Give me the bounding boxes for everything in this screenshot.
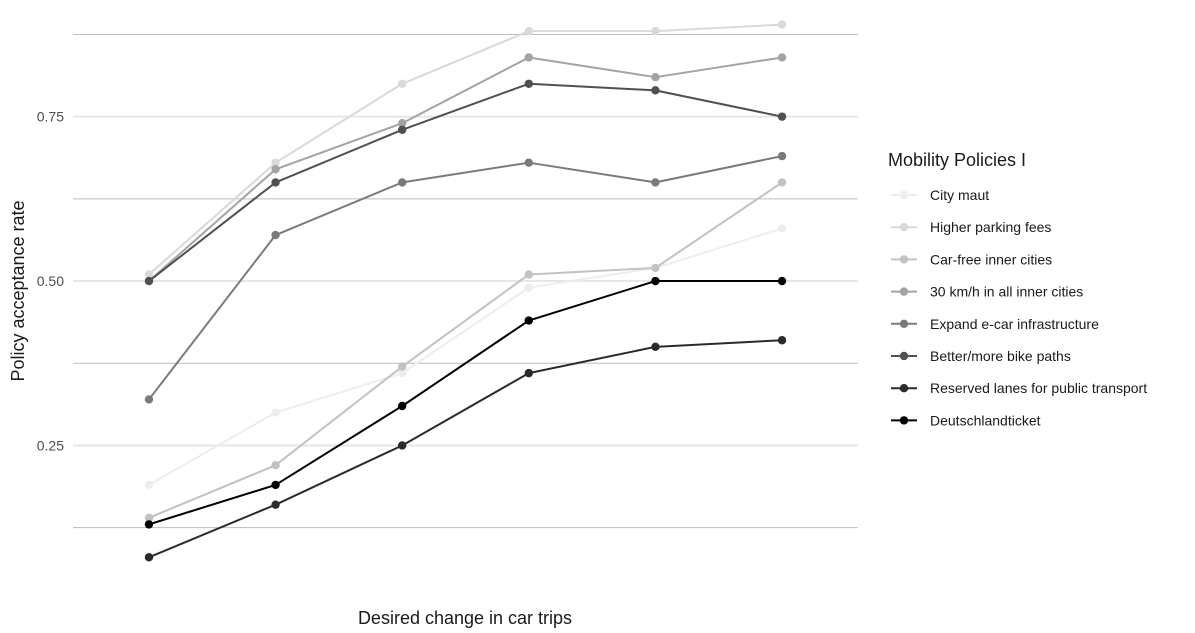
data-point [271, 158, 280, 167]
data-point [524, 270, 534, 279]
legend-label: Car-free inner cities [930, 251, 1052, 267]
data-point [651, 342, 660, 352]
legend-item: Reserved lanes for public transport [891, 380, 1147, 396]
data-point [144, 513, 154, 523]
data-point [524, 79, 534, 88]
legend-item: City maut [891, 187, 989, 203]
legend-key-point [899, 190, 909, 200]
legend-key-point [899, 223, 909, 232]
data-point [777, 112, 787, 121]
data-point [777, 178, 787, 187]
data-point [271, 165, 280, 174]
y-tick-label: 0.50 [37, 273, 64, 289]
series-lines [144, 20, 787, 562]
data-point [651, 276, 660, 286]
data-point [144, 270, 154, 279]
series-7 [144, 276, 787, 529]
legend-label: City maut [930, 187, 989, 203]
series-line [148, 181, 783, 519]
legend-label: Better/more bike paths [930, 348, 1071, 364]
legend-key-point [899, 416, 909, 425]
data-point [397, 79, 407, 88]
data-point [777, 276, 787, 286]
series-line [148, 227, 783, 486]
series-line [148, 56, 783, 282]
legend-label: Expand e-car infrastructure [930, 316, 1099, 332]
series-6 [144, 336, 787, 562]
legend-label: Deutschlandticket [930, 412, 1041, 428]
series-line [148, 280, 783, 526]
legend-key-point [899, 255, 909, 264]
data-point [397, 362, 407, 371]
legend-item: Higher parking fees [891, 219, 1051, 235]
legend-key-point [899, 384, 909, 393]
data-point [144, 520, 154, 529]
series-0 [144, 224, 787, 490]
legend-item: 30 km/h in all inner cities [891, 284, 1083, 300]
data-point [777, 336, 787, 345]
legend-key-point [899, 287, 909, 296]
data-point [271, 500, 280, 509]
series-4 [144, 151, 787, 404]
data-point [651, 263, 660, 273]
data-point [777, 224, 787, 233]
data-point [524, 316, 534, 325]
data-point [397, 125, 407, 134]
data-point [271, 461, 280, 470]
data-point [651, 26, 660, 36]
legend-key-point [899, 319, 909, 328]
data-point [524, 283, 534, 292]
x-axis-title: Desired change in car trips [358, 608, 572, 628]
series-1 [144, 20, 787, 279]
legend-label: 30 km/h in all inner cities [930, 284, 1083, 300]
legend-item: Expand e-car infrastructure [891, 316, 1099, 332]
data-point [144, 276, 154, 286]
data-point [271, 408, 280, 417]
data-point [271, 178, 280, 187]
y-axis-title: Policy acceptance rate [8, 200, 28, 381]
series-5 [144, 79, 787, 286]
data-point [524, 158, 534, 167]
data-point [651, 178, 660, 187]
data-point [777, 53, 787, 62]
series-line [148, 339, 783, 559]
y-axis-ticks: 0.25 0.50 0.75 [37, 109, 64, 454]
data-point [397, 119, 407, 128]
series-line [148, 155, 783, 401]
series-line [148, 82, 783, 282]
legend-item: Better/more bike paths [891, 348, 1071, 364]
legend-item: Deutschlandticket [891, 412, 1041, 428]
data-point [397, 178, 407, 187]
data-point [524, 26, 534, 36]
data-point [524, 368, 534, 378]
data-point [397, 401, 407, 411]
data-point [271, 480, 280, 490]
series-line [148, 23, 783, 276]
legend-key-point [899, 351, 909, 361]
data-point [397, 368, 407, 378]
series-2 [144, 178, 787, 523]
data-point [777, 20, 787, 29]
legend-item: Car-free inner cities [891, 251, 1052, 267]
data-point [651, 86, 660, 95]
data-point [144, 395, 154, 404]
data-point [524, 53, 534, 62]
y-tick-label: 0.25 [37, 437, 64, 453]
grid [73, 33, 858, 529]
data-point [144, 553, 154, 562]
y-tick-label: 0.75 [37, 109, 64, 125]
legend: Mobility Policies I City maut Higher park… [888, 150, 1147, 428]
data-point [144, 480, 154, 490]
data-point [397, 441, 407, 450]
legend-label: Reserved lanes for public transport [930, 380, 1147, 396]
data-point [777, 151, 787, 161]
data-point [651, 72, 660, 82]
series-3 [144, 53, 787, 286]
legend-title: Mobility Policies I [888, 150, 1026, 170]
data-point [271, 230, 280, 240]
legend-label: Higher parking fees [930, 219, 1051, 235]
